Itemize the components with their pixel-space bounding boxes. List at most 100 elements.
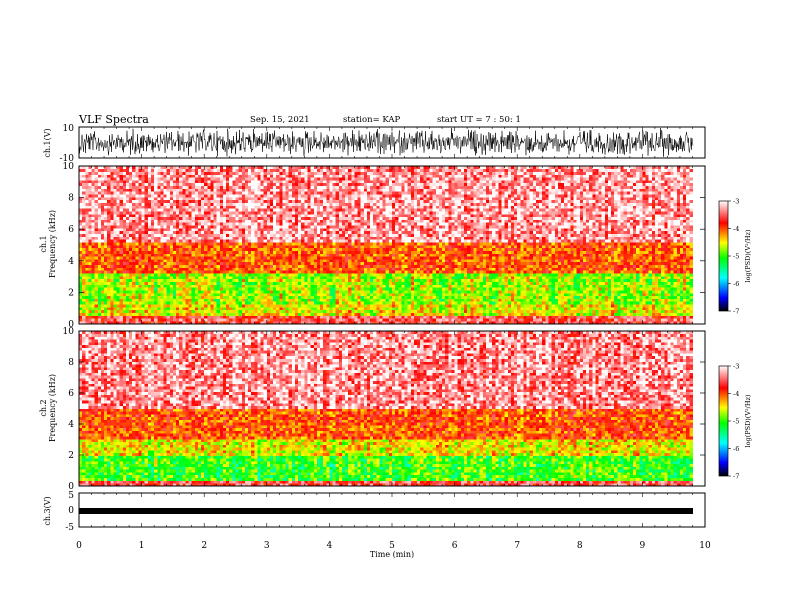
spectrogram-cell xyxy=(304,225,307,228)
spectrogram-cell xyxy=(257,299,260,302)
spectrogram-cell xyxy=(160,316,163,319)
spectrogram-cell xyxy=(320,206,323,209)
spectrogram-cell xyxy=(132,304,135,307)
spectrogram-cell xyxy=(88,206,91,209)
spectrogram-cell xyxy=(145,279,148,282)
spectrogram-cell xyxy=(236,203,239,206)
spectrogram-cell xyxy=(113,296,116,299)
spectrogram-cell xyxy=(95,186,98,189)
spectrogram-cell xyxy=(138,237,141,240)
spectrogram-cell xyxy=(336,200,339,203)
spectrogram-cell xyxy=(242,197,245,200)
spectrogram-cell xyxy=(289,268,292,271)
spectrogram-cell xyxy=(92,183,95,186)
spectrogram-cell xyxy=(329,282,332,285)
spectrogram-cell xyxy=(214,222,217,225)
spectrogram-cell xyxy=(98,211,101,214)
spectrogram-cell xyxy=(292,268,295,271)
spectrogram-cell xyxy=(264,299,267,302)
spectrogram-cell xyxy=(189,318,192,321)
spectrogram-cell xyxy=(254,211,257,214)
spectrogram-cell xyxy=(135,293,138,296)
spectrogram-cell xyxy=(236,169,239,172)
spectrogram-cell xyxy=(117,183,120,186)
spectrogram-cell xyxy=(92,191,95,194)
spectrogram-cell xyxy=(301,234,304,237)
spectrogram-cell xyxy=(201,262,204,265)
spectrogram-cell xyxy=(98,259,101,262)
spectrogram-cell xyxy=(348,285,351,288)
spectrogram-cell xyxy=(261,316,264,319)
spectrogram-cell xyxy=(298,301,301,304)
spectrogram-cell xyxy=(142,189,145,192)
spectrogram-cell xyxy=(245,251,248,254)
spectrogram-cell xyxy=(317,197,320,200)
spectrogram-cell xyxy=(261,200,264,203)
spectrogram-cell xyxy=(132,234,135,237)
spectrogram-cell xyxy=(207,174,210,177)
spectrogram-cell xyxy=(132,217,135,220)
spectrogram-cell xyxy=(117,225,120,228)
spectrogram-cell xyxy=(204,200,207,203)
spectrogram-cell xyxy=(348,239,351,242)
spectrogram-cell xyxy=(342,248,345,251)
spectrogram-cell xyxy=(101,307,104,310)
spectrogram-cell xyxy=(245,296,248,299)
spectrogram-cell xyxy=(176,268,179,271)
spectrogram-cell xyxy=(98,268,101,271)
spectrogram-cell xyxy=(214,237,217,240)
spectrogram-cell xyxy=(185,251,188,254)
spectrogram-cell xyxy=(351,296,354,299)
spectrogram-cell xyxy=(173,206,176,209)
spectrogram-cell xyxy=(110,318,113,321)
spectrogram-cell xyxy=(307,313,310,316)
spectrogram-cell xyxy=(323,313,326,316)
spectrogram-cell xyxy=(304,290,307,293)
spectrogram-cell xyxy=(282,318,285,321)
spectrogram-cell xyxy=(145,290,148,293)
spectrogram-cell xyxy=(79,316,82,319)
spectrogram-cell xyxy=(270,214,273,217)
spectrogram-cell xyxy=(301,301,304,304)
spectrogram-cell xyxy=(242,299,245,302)
spectrogram-cell xyxy=(210,273,213,276)
spectrogram-cell xyxy=(314,316,317,319)
spectrogram-cell xyxy=(307,318,310,321)
spectrogram-cell xyxy=(289,316,292,319)
spectrogram-cell xyxy=(217,239,220,242)
spectrogram-cell xyxy=(164,253,167,256)
spectrogram-cell xyxy=(157,316,160,319)
spectrogram-cell xyxy=(276,279,279,282)
spectrogram-cell xyxy=(286,304,289,307)
spectrogram-cell xyxy=(151,248,154,251)
spectrogram-cell xyxy=(179,253,182,256)
spectrogram-cell xyxy=(323,191,326,194)
spectrogram-cell xyxy=(88,194,91,197)
spectrogram-cell xyxy=(276,287,279,290)
spectrogram-cell xyxy=(236,293,239,296)
spectrogram-cell xyxy=(179,265,182,268)
spectrogram-cell xyxy=(173,248,176,251)
spectrogram-cell xyxy=(195,251,198,254)
spectrogram-cell xyxy=(267,276,270,279)
spectrogram-cell xyxy=(95,304,98,307)
spectrogram-cell xyxy=(267,189,270,192)
spectrogram-cell xyxy=(179,296,182,299)
spectrogram-cell xyxy=(295,256,298,259)
spectrogram-cell xyxy=(95,225,98,228)
spectrogram-cell xyxy=(82,180,85,183)
spectrogram-cell xyxy=(317,189,320,192)
spectrogram-cell xyxy=(286,316,289,319)
spectrogram-cell xyxy=(264,183,267,186)
spectrogram-cell xyxy=(79,222,82,225)
spectrogram-cell xyxy=(192,225,195,228)
spectrogram-cell xyxy=(167,225,170,228)
spectrogram-cell xyxy=(92,262,95,265)
spectrogram-cell xyxy=(160,169,163,172)
spectrogram-cell xyxy=(107,245,110,248)
spectrogram-cell xyxy=(314,180,317,183)
spectrogram-cell xyxy=(311,174,314,177)
spectrogram-cell xyxy=(273,296,276,299)
spectrogram-cell xyxy=(204,276,207,279)
spectrogram-cell xyxy=(326,259,329,262)
